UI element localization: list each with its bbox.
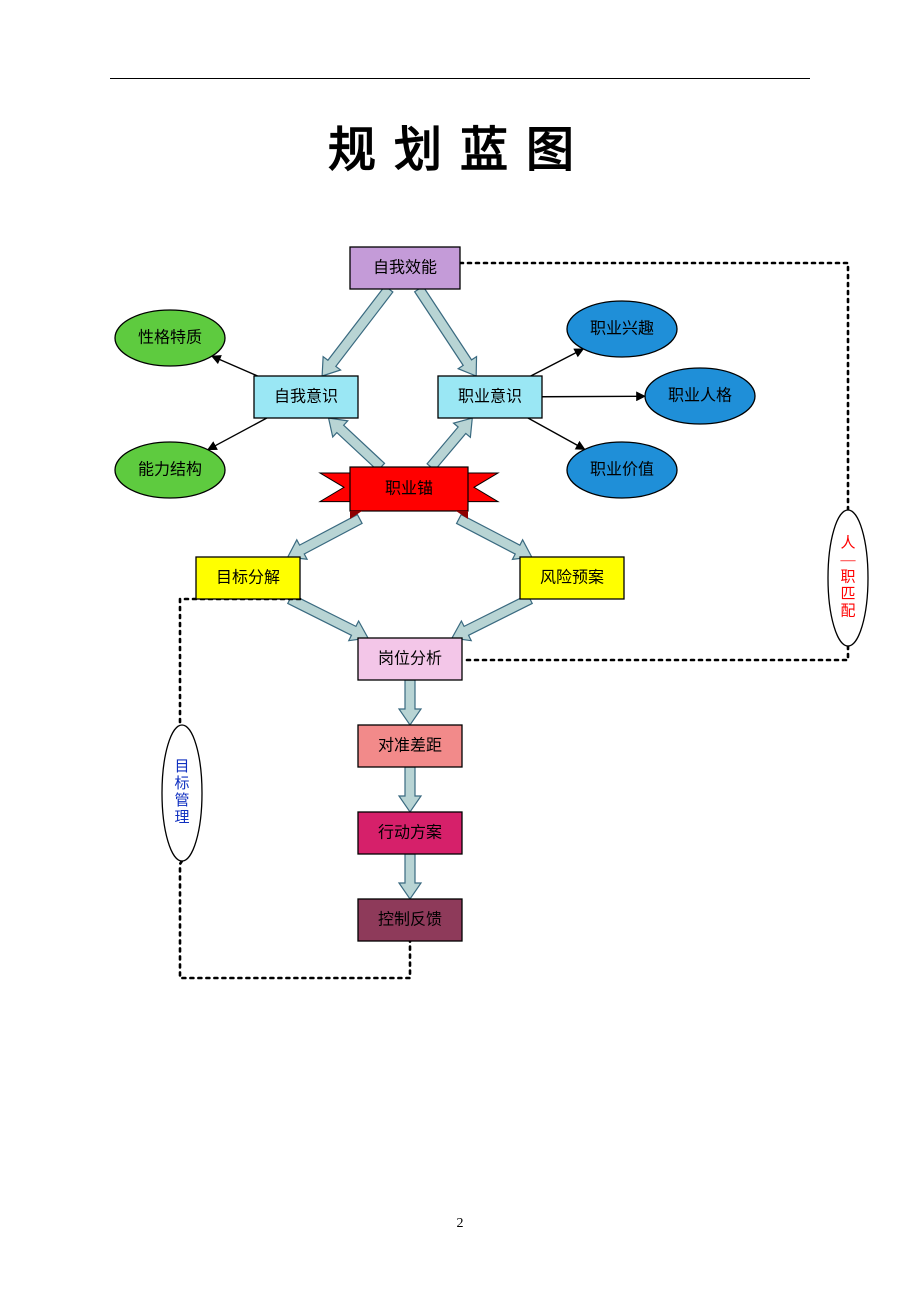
svg-text:风险预案: 风险预案 [540, 569, 604, 587]
svg-text:控制反馈: 控制反馈 [378, 911, 442, 929]
svg-text:职业人格: 职业人格 [668, 387, 732, 405]
svg-text:行动方案: 行动方案 [378, 824, 442, 842]
svg-text:管: 管 [174, 792, 189, 809]
svg-text:职业价值: 职业价值 [590, 461, 654, 479]
svg-text:岗位分析: 岗位分析 [378, 650, 442, 668]
svg-text:人: 人 [840, 534, 855, 551]
svg-text:理: 理 [174, 810, 189, 826]
page: 规划蓝图 自我效能自我意识职业意识性格特质能力结构职业兴趣职业人格职业价值职业锚… [0, 0, 920, 1302]
svg-text:目: 目 [174, 759, 189, 775]
svg-text:职业锚: 职业锚 [385, 480, 433, 498]
svg-text:自我意识: 自我意识 [274, 387, 338, 406]
svg-text:—: — [840, 552, 857, 568]
svg-text:目标分解: 目标分解 [216, 569, 280, 587]
svg-text:标: 标 [174, 775, 189, 792]
svg-text:职: 职 [840, 568, 855, 585]
flowchart-canvas: 自我效能自我意识 职业意识 性格特质能力结构 职业兴趣职业人格职业价值职业锚目标分解 风… [0, 0, 920, 1302]
svg-text:职业兴趣: 职业兴趣 [590, 320, 654, 338]
page-number: 2 [0, 1216, 920, 1232]
svg-text:性格特质: 性格特质 [138, 329, 202, 347]
svg-text:配: 配 [840, 602, 855, 619]
svg-text:匹: 匹 [840, 586, 855, 602]
svg-text:对准差距: 对准差距 [378, 737, 442, 755]
svg-text:职业意识: 职业意识 [458, 387, 522, 406]
svg-text:能力结构: 能力结构 [138, 461, 202, 479]
svg-text:自我效能: 自我效能 [373, 259, 437, 277]
